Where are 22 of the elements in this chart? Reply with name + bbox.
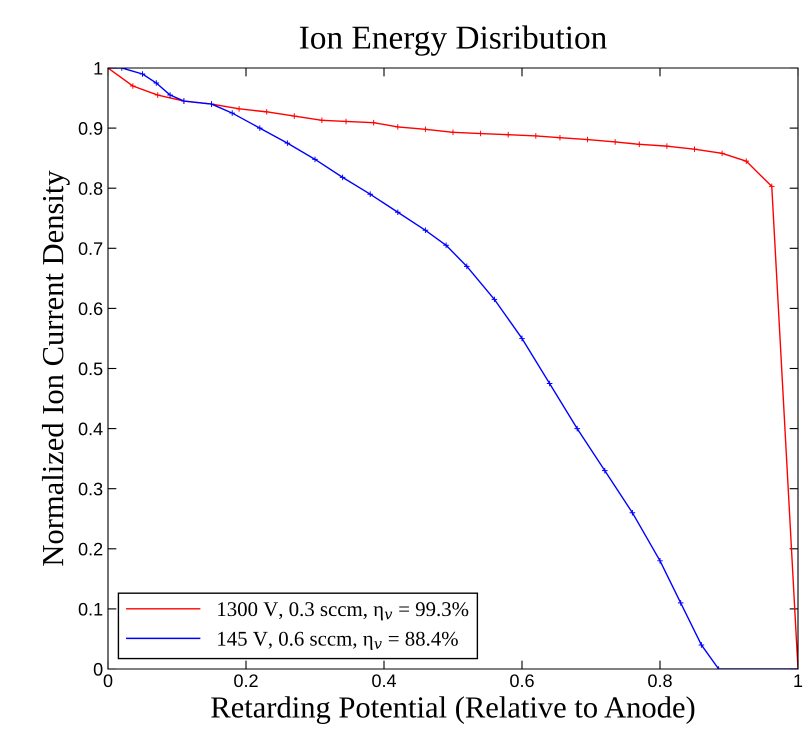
x-tick-label: 0.2 bbox=[234, 674, 258, 688]
x-tick-label: 0.6 bbox=[510, 674, 534, 688]
x-axis-title: Retarding Potential (Relative to Anode) bbox=[211, 696, 694, 724]
chart-title: Ion Energy Disribution bbox=[300, 25, 607, 56]
y-tick-label: 1 bbox=[94, 62, 102, 75]
y-tick-label: 0.1 bbox=[78, 602, 102, 616]
y-tick-label: 0.2 bbox=[78, 542, 102, 556]
y-tick-label: 0.8 bbox=[78, 182, 102, 195]
y-axis-title: Normalized Ion Current Density bbox=[42, 170, 70, 566]
y-tick-label: 0.6 bbox=[78, 302, 102, 316]
legend-label: 1300 V, 0.3 sccm, η$_{v}$ = 99.3% bbox=[218, 602, 468, 620]
x-tick-label: 0.4 bbox=[372, 674, 396, 688]
y-tick-label: 0 bbox=[94, 662, 102, 676]
y-tick-label: 0.5 bbox=[78, 362, 102, 376]
y-tick-label: 0.9 bbox=[78, 122, 102, 135]
x-tick-label: 1 bbox=[794, 674, 802, 687]
y-tick-label: 0.4 bbox=[78, 422, 103, 436]
legend-label: 145 V, 0.6 sccm, η$_{v}$ = 88.4% bbox=[218, 632, 458, 650]
y-tick-label: 0.7 bbox=[78, 242, 102, 256]
x-tick-label: 0.8 bbox=[648, 674, 672, 688]
x-tick-label: 0 bbox=[104, 674, 112, 688]
y-tick-label: 0.3 bbox=[78, 482, 102, 496]
